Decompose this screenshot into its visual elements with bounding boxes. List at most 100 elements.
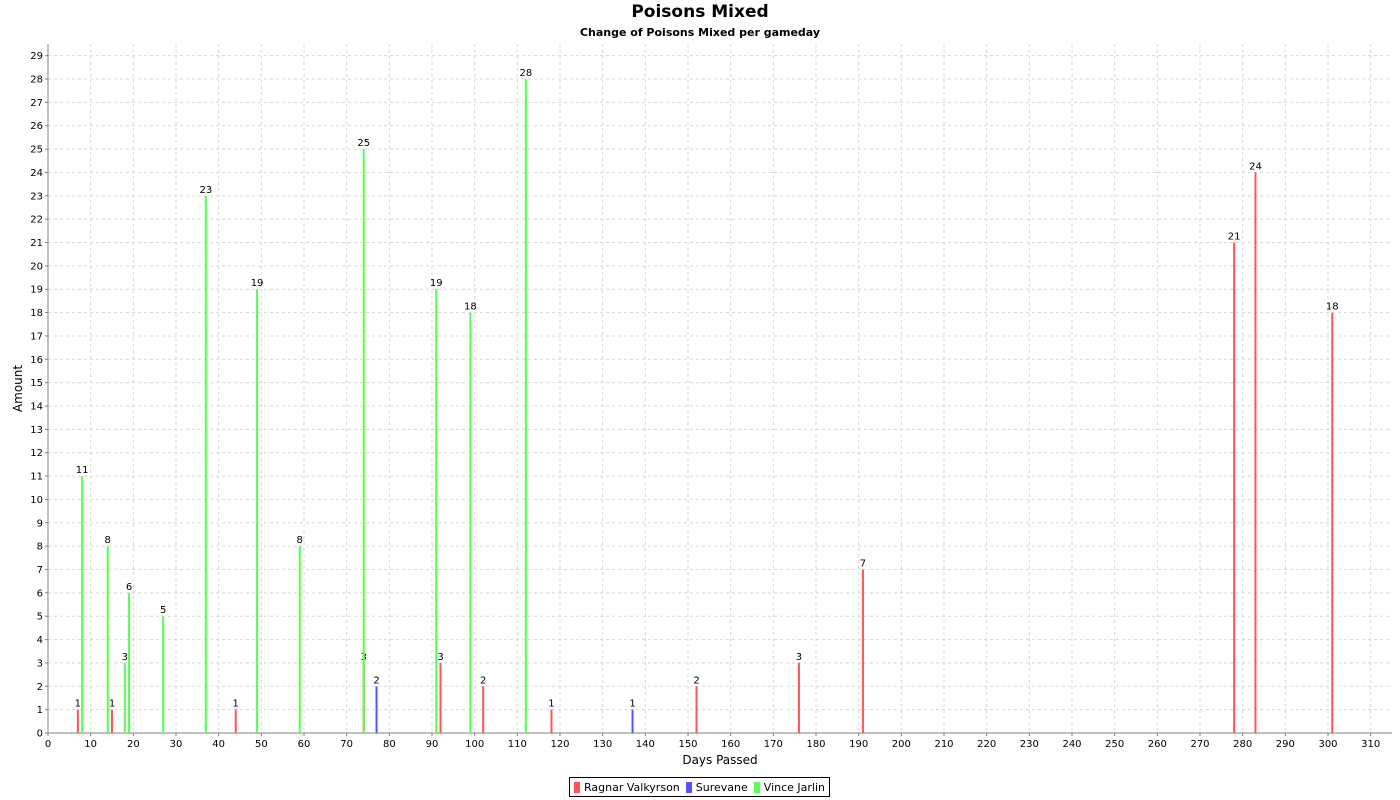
- bar: [204, 195, 207, 734]
- bar: [469, 312, 472, 733]
- bar: [695, 686, 698, 733]
- x-tick-label: 40: [212, 739, 225, 750]
- y-tick-label: 3: [37, 658, 43, 669]
- y-tick-label: 18: [30, 308, 43, 319]
- bar-value-label: 1: [75, 699, 81, 710]
- x-tick-label: 10: [84, 739, 97, 750]
- y-tick-label: 9: [37, 518, 43, 529]
- bar-value-label: 3: [796, 652, 802, 663]
- y-tick-label: 14: [30, 402, 43, 413]
- bar: [256, 289, 259, 733]
- y-tick-label: 12: [30, 448, 43, 459]
- plot-area: [48, 44, 1392, 733]
- bar: [482, 686, 485, 733]
- x-tick-label: 200: [892, 739, 911, 750]
- y-tick-label: 17: [30, 331, 43, 342]
- legend-label: Vince Jarlin: [763, 780, 825, 794]
- y-tick-label: 25: [30, 145, 43, 156]
- y-tick-label: 8: [37, 542, 43, 553]
- y-tick-label: 4: [37, 635, 43, 646]
- bar-value-label: 3: [122, 652, 128, 663]
- y-tick-label: 27: [30, 98, 43, 109]
- bar-value-label: 19: [430, 278, 443, 289]
- x-tick-label: 50: [255, 739, 268, 750]
- y-tick-label: 22: [30, 215, 43, 226]
- y-tick-label: 23: [30, 191, 43, 202]
- y-tick-label: 21: [30, 238, 43, 249]
- bar-value-label: 18: [464, 302, 477, 313]
- bar: [524, 79, 527, 734]
- bar-value-label: 21: [1228, 232, 1241, 243]
- x-tick-label: 120: [550, 739, 569, 750]
- x-tick-label: 250: [1105, 739, 1124, 750]
- y-tick-label: 0: [37, 729, 43, 740]
- bar-value-label: 8: [105, 535, 111, 546]
- bar-value-label: 1: [629, 699, 635, 710]
- y-tick-label: 7: [37, 565, 43, 576]
- bar-value-label: 1: [233, 699, 239, 710]
- legend-label: Surevane: [695, 780, 748, 794]
- bar: [76, 709, 79, 733]
- x-tick-label: 210: [934, 739, 953, 750]
- bar: [375, 686, 378, 733]
- bar-value-label: 2: [480, 675, 486, 686]
- bar: [234, 709, 237, 733]
- bar-value-label: 25: [357, 138, 370, 149]
- x-tick-label: 240: [1062, 739, 1081, 750]
- bar-value-label: 11: [76, 465, 89, 476]
- y-tick-label: 2: [37, 682, 43, 693]
- y-tick-label: 6: [37, 588, 43, 599]
- y-tick-label: 24: [30, 168, 43, 179]
- x-tick-label: 300: [1318, 739, 1337, 750]
- bar-value-label: 3: [437, 652, 443, 663]
- legend-swatch: [574, 781, 580, 793]
- x-tick-label: 290: [1276, 739, 1295, 750]
- chart-title: Poisons Mixed: [631, 2, 769, 22]
- bar: [128, 592, 131, 733]
- x-axis-label: Days Passed: [682, 753, 757, 767]
- y-tick-label: 13: [30, 425, 43, 436]
- x-tick-label: 80: [383, 739, 396, 750]
- x-tick-label: 60: [298, 739, 311, 750]
- bar-value-label: 5: [160, 605, 166, 616]
- x-tick-label: 30: [170, 739, 183, 750]
- x-tick-label: 310: [1361, 739, 1380, 750]
- bar: [362, 149, 365, 734]
- legend-swatch: [685, 781, 692, 793]
- y-tick-label: 15: [30, 378, 43, 389]
- bar: [106, 546, 109, 733]
- y-tick-label: 11: [30, 472, 43, 483]
- y-tick-label: 20: [30, 261, 43, 272]
- x-tick-label: 140: [636, 739, 655, 750]
- bar-value-label: 1: [548, 699, 554, 710]
- bar: [111, 709, 113, 733]
- chart-subtitle: Change of Poisons Mixed per gameday: [579, 26, 821, 39]
- y-tick-label: 16: [30, 355, 43, 366]
- legend-item: Surevane: [685, 780, 748, 794]
- legend-item: Ragnar Valkyrson: [574, 781, 680, 794]
- legend-swatch: [753, 781, 760, 793]
- bar: [81, 476, 84, 733]
- legend-item: Vince Jarlin: [753, 780, 825, 794]
- y-axis-label: Amount: [11, 365, 25, 412]
- bar: [861, 569, 864, 733]
- bar: [797, 662, 800, 733]
- legend: Ragnar Valkyrson Surevane Vince Jarlin: [569, 777, 830, 797]
- x-tick-label: 130: [593, 739, 612, 750]
- bar: [162, 616, 165, 733]
- x-tick-label: 220: [977, 739, 996, 750]
- x-tick-label: 190: [849, 739, 868, 750]
- y-tick-label: 19: [30, 285, 43, 296]
- x-tick-label: 110: [508, 739, 527, 750]
- bar-value-label: 2: [693, 675, 699, 686]
- x-tick-label: 160: [721, 739, 740, 750]
- bar-value-label: 19: [251, 278, 264, 289]
- y-tick-label: 1: [37, 705, 43, 716]
- x-tick-label: 20: [127, 739, 140, 750]
- bar: [123, 662, 126, 733]
- bar: [1331, 312, 1334, 733]
- x-tick-label: 180: [806, 739, 825, 750]
- x-tick-label: 100: [465, 739, 484, 750]
- x-tick-label: 270: [1190, 739, 1209, 750]
